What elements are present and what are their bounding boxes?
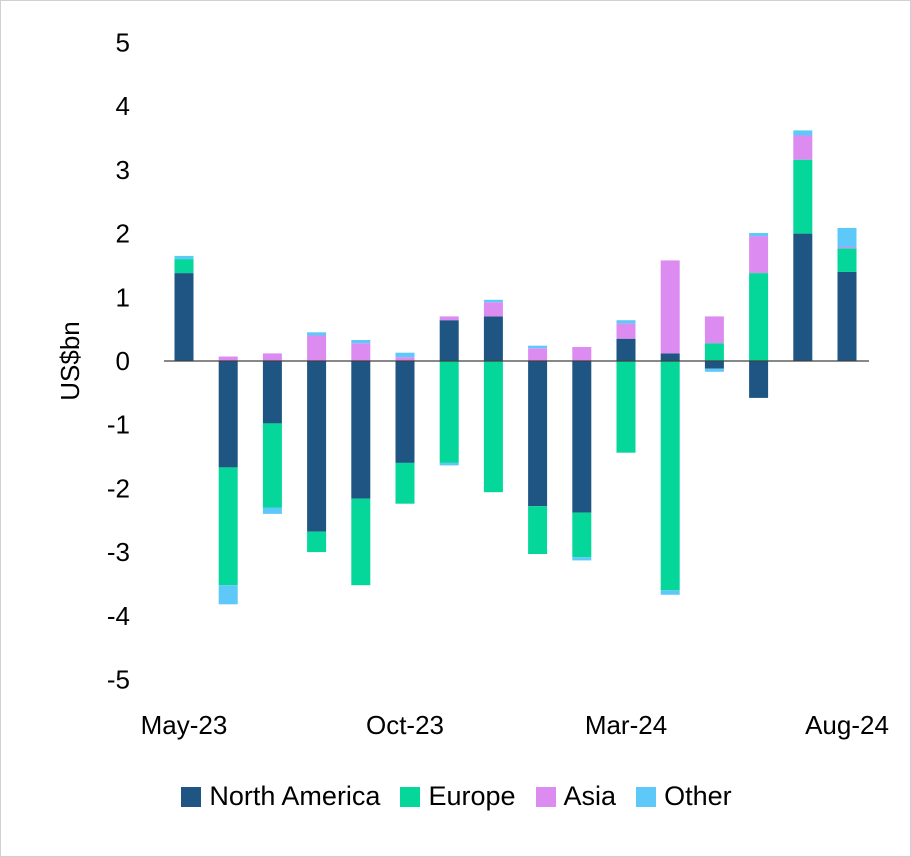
bar-other-oct-23	[395, 352, 415, 358]
bar-other-aug-24	[837, 227, 857, 247]
bar-other-jun-23	[218, 585, 238, 605]
legend-label: Europe	[428, 781, 516, 811]
bar-other-dec-23	[483, 299, 503, 303]
y-tick-label: -3	[107, 537, 130, 567]
bar-north-america-jan-24	[528, 361, 548, 507]
y-tick-label: 1	[116, 282, 130, 312]
bar-north-america-jun-23	[218, 361, 238, 468]
bar-other-nov-23	[439, 462, 459, 466]
bar-europe-apr-24	[660, 361, 680, 591]
y-tick-label: 2	[116, 219, 130, 249]
bar-other-jan-24	[528, 345, 548, 349]
y-tick-label: 3	[116, 155, 130, 185]
bar-europe-may-23	[174, 259, 194, 274]
legend-item-europe: Europe	[400, 781, 516, 812]
bar-europe-oct-23	[395, 462, 415, 504]
x-tick-label: Mar-24	[585, 710, 667, 740]
bar-asia-mar-24	[616, 323, 636, 339]
bar-asia-dec-23	[483, 302, 503, 317]
bar-europe-aug-23	[307, 531, 327, 553]
bar-asia-sep-23	[351, 343, 371, 361]
bar-north-america-apr-24	[660, 353, 680, 361]
legend-item-north-america: North America	[181, 781, 380, 812]
bar-europe-jul-23	[262, 423, 282, 508]
bar-other-may-23	[174, 255, 194, 260]
bar-europe-feb-24	[572, 512, 592, 558]
bar-other-may-24	[704, 368, 724, 372]
bar-europe-sep-23	[351, 498, 371, 586]
bar-asia-jul-23	[262, 353, 282, 361]
bar-other-jun-24	[749, 233, 769, 237]
bar-other-jul-23	[262, 507, 282, 514]
bar-other-mar-24	[616, 320, 636, 324]
bar-north-america-aug-24	[837, 271, 857, 361]
bar-asia-aug-23	[307, 335, 327, 361]
legend: North America Europe Asia Other	[1, 781, 911, 812]
legend-item-asia: Asia	[535, 781, 617, 812]
legend-label: Other	[664, 781, 732, 811]
bar-north-america-jul-24	[793, 233, 813, 361]
bar-asia-jun-23	[218, 356, 238, 361]
bar-europe-jan-24	[528, 506, 548, 554]
bar-north-america-oct-23	[395, 361, 415, 463]
bar-north-america-dec-23	[483, 316, 503, 361]
legend-swatch	[400, 786, 421, 807]
bar-europe-jun-24	[749, 273, 769, 361]
x-tick-label: May-23	[141, 710, 228, 740]
bar-north-america-may-23	[174, 273, 194, 361]
y-tick-label: -5	[107, 665, 130, 695]
bar-other-sep-23	[351, 340, 371, 344]
y-axis-label: US$bn	[55, 321, 85, 401]
bar-asia-jan-24	[528, 348, 548, 361]
bar-other-apr-24	[660, 590, 680, 595]
bar-asia-nov-23	[439, 316, 459, 321]
bar-asia-oct-23	[395, 357, 415, 361]
bar-asia-jun-24	[749, 236, 769, 273]
bar-europe-dec-23	[483, 361, 503, 493]
y-tick-label: -1	[107, 410, 130, 440]
y-tick-label: 0	[116, 346, 130, 376]
bar-north-america-jun-24	[749, 361, 769, 398]
x-tick-label: Aug-24	[805, 710, 889, 740]
bar-asia-apr-24	[660, 260, 680, 354]
y-tick-label: -2	[107, 473, 130, 503]
bar-north-america-mar-24	[616, 338, 636, 361]
stacked-bar-chart: US$bn 5 4 3 2 1 0 -1 -2 -3 -4 -5 May-23 Oct-23 Mar-24 A…	[55, 28, 889, 741]
legend-swatch	[535, 786, 556, 807]
bar-asia-feb-24	[572, 347, 592, 361]
bar-asia-may-24	[704, 316, 724, 344]
x-tick-label: Oct-23	[366, 710, 444, 740]
legend-label: North America	[209, 781, 381, 811]
bar-europe-nov-23	[439, 361, 459, 463]
bar-north-america-jul-23	[262, 361, 282, 424]
bar-asia-jul-24	[793, 135, 813, 160]
bar-other-jul-24	[793, 130, 813, 136]
bar-europe-jul-24	[793, 159, 813, 234]
legend-swatch	[636, 786, 657, 807]
bar-north-america-sep-23	[351, 361, 371, 499]
bar-north-america-feb-24	[572, 361, 592, 513]
bar-europe-mar-24	[616, 361, 636, 453]
bar-north-america-aug-23	[307, 361, 327, 532]
legend-item-other: Other	[636, 781, 732, 812]
legend-swatch	[181, 786, 202, 807]
bar-europe-aug-24	[837, 248, 857, 272]
bar-europe-jun-23	[218, 467, 238, 586]
y-tick-label: 4	[116, 91, 130, 121]
bar-europe-may-24	[704, 343, 724, 361]
y-tick-label: 5	[116, 28, 130, 58]
y-tick-label: -4	[107, 601, 130, 631]
bar-asia-aug-24	[837, 247, 857, 249]
bar-north-america-nov-23	[439, 320, 459, 361]
bar-other-feb-24	[572, 557, 592, 561]
legend-label: Asia	[563, 781, 617, 811]
bar-north-america-may-24	[704, 361, 724, 369]
bar-other-aug-23	[307, 332, 327, 336]
